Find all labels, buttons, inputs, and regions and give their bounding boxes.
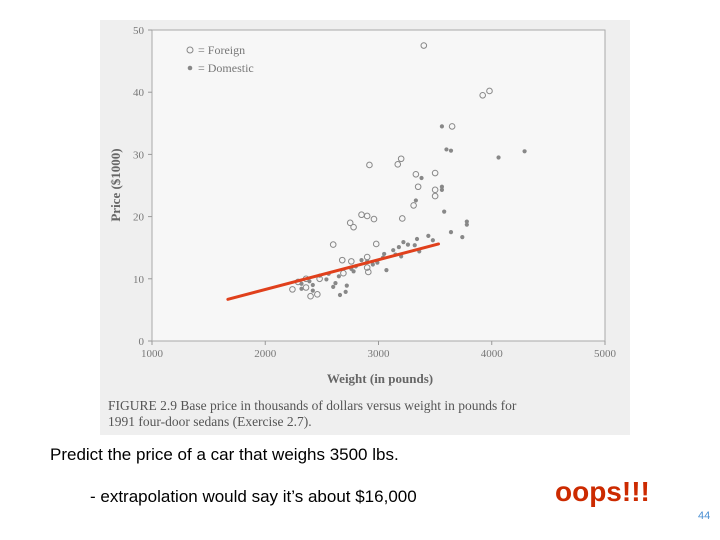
domestic-point xyxy=(307,279,312,284)
foreign-point xyxy=(307,292,314,300)
oops-exclamation: oops!!! xyxy=(555,476,650,507)
domestic-point xyxy=(439,187,445,192)
foreign-point xyxy=(289,286,296,293)
y-tick-label: 40 xyxy=(133,87,145,99)
domestic-point xyxy=(396,244,401,250)
domestic-point xyxy=(310,282,315,288)
domestic-point xyxy=(299,286,304,291)
foreign-point xyxy=(431,186,439,194)
foreign-point xyxy=(338,256,346,264)
domestic-point xyxy=(496,155,501,160)
domestic-point xyxy=(324,277,329,282)
foreign-point xyxy=(346,219,354,227)
foreign-point xyxy=(348,258,355,265)
foreign-point xyxy=(329,241,337,248)
foreign-point xyxy=(365,268,372,276)
foreign-point xyxy=(314,291,321,298)
x-tick-label: 4000 xyxy=(481,348,504,360)
domestic-point xyxy=(522,149,527,154)
domestic-point xyxy=(460,235,465,240)
domestic-point xyxy=(412,243,417,248)
domestic-point xyxy=(351,269,356,274)
foreign-point xyxy=(363,264,371,271)
domestic-point xyxy=(336,274,341,279)
x-tick-label: 3000 xyxy=(368,348,391,360)
page-number: 44 xyxy=(698,510,711,522)
legend-foreign-marker xyxy=(186,46,194,54)
domestic-point xyxy=(343,289,348,294)
y-tick-label: 0 xyxy=(139,336,145,348)
extrapolation-note: - extrapolation would say it’s about $16… xyxy=(90,487,417,506)
y-tick-label: 10 xyxy=(133,274,145,286)
figure-caption: FIGURE 2.9 Base price in thousands of do… xyxy=(108,398,517,429)
x-tick-label: 1000 xyxy=(141,348,164,360)
foreign-point xyxy=(448,123,456,130)
foreign-point xyxy=(302,284,310,291)
domestic-point xyxy=(464,219,469,224)
legend-domestic-label: = Domestic xyxy=(198,61,254,75)
x-tick-label: 2000 xyxy=(254,348,277,360)
domestic-point xyxy=(333,281,338,286)
domestic-point xyxy=(344,283,349,288)
legend-domestic-marker xyxy=(187,65,193,71)
domestic-point xyxy=(359,258,364,263)
domestic-point xyxy=(401,240,406,245)
domestic-point xyxy=(310,288,315,293)
y-tick-label: 30 xyxy=(133,149,145,161)
domestic-point xyxy=(439,184,445,189)
foreign-point xyxy=(486,87,493,95)
foreign-point xyxy=(420,42,428,49)
foreign-point xyxy=(350,223,357,231)
x-tick-label: 5000 xyxy=(594,348,617,360)
domestic-point xyxy=(442,209,447,214)
foreign-point xyxy=(431,192,439,200)
domestic-point xyxy=(414,236,420,242)
foreign-point xyxy=(370,215,378,223)
domestic-point xyxy=(426,233,431,238)
legend: = Foreign = Domestic xyxy=(186,43,254,75)
foreign-point xyxy=(394,161,402,168)
plot-frame xyxy=(151,29,606,342)
domestic-point xyxy=(448,148,454,153)
domestic-point xyxy=(331,284,336,289)
domestic-point xyxy=(405,242,411,247)
domestic-point xyxy=(384,267,389,273)
foreign-point xyxy=(397,155,405,163)
foreign-point xyxy=(372,240,380,248)
domestic-point xyxy=(448,230,454,235)
foreign-point xyxy=(398,215,406,222)
extrapolation-fit-line xyxy=(226,242,441,301)
domestic-point xyxy=(464,222,469,227)
domestic-point xyxy=(444,147,449,152)
domestic-point xyxy=(382,251,387,257)
legend-foreign-label: = Foreign xyxy=(198,43,245,57)
domestic-point xyxy=(370,262,375,267)
foreign-point xyxy=(363,212,371,220)
y-axis-label: Price ($1000) xyxy=(108,148,123,221)
domestic-point xyxy=(413,198,418,203)
foreign-point xyxy=(431,169,439,177)
domestic-point xyxy=(430,238,435,243)
domestic-point xyxy=(337,292,343,298)
x-axis-label: Weight (in pounds) xyxy=(327,371,433,386)
foreign-point xyxy=(412,171,420,178)
y-tick-label: 20 xyxy=(133,212,145,224)
domestic-point xyxy=(299,281,304,286)
domestic-point xyxy=(439,124,445,129)
foreign-point xyxy=(479,92,486,99)
foreign-point xyxy=(366,161,373,169)
scatter-chart: 1000 2000 3000 4000 5000 0 10 20 30 40 50 = Foreig… xyxy=(108,25,617,386)
domestic-point xyxy=(419,175,424,181)
scanned-figure: 1000 2000 3000 4000 5000 0 10 20 30 40 50 = Foreig… xyxy=(100,20,630,435)
foreign-point xyxy=(414,183,422,191)
domestic-point xyxy=(391,248,396,253)
y-tick-label: 50 xyxy=(133,25,145,37)
foreign-point xyxy=(410,202,417,209)
question-text: Predict the price of a car that weighs 3… xyxy=(50,445,399,464)
